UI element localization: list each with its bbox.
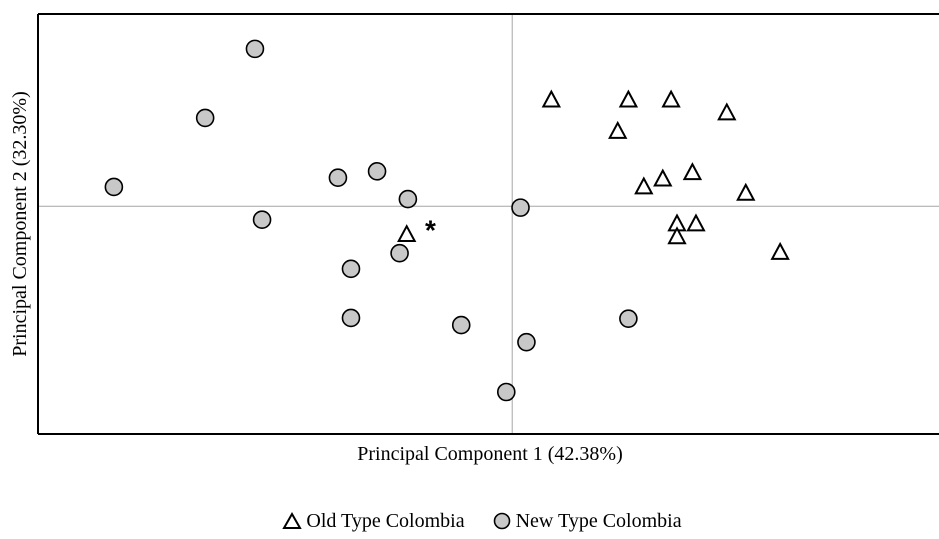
old-type-point-9	[736, 182, 756, 201]
x-axis-label: Principal Component 1 (42.38%)	[357, 443, 623, 465]
legend: Old Type Colombia New Type Colombia	[12, 503, 939, 539]
y-axis-label: Principal Component 2 (32.30%)	[9, 91, 31, 357]
old-type-point-8	[634, 176, 654, 195]
legend-item-new-type: New Type Colombia	[491, 510, 682, 533]
new-type-point-6	[398, 189, 418, 209]
annotations: *	[425, 215, 436, 246]
new-type-point-8	[252, 210, 272, 230]
new-type-point-14	[619, 309, 638, 328]
old-type-point-13	[770, 241, 790, 260]
old-type-point-1	[541, 89, 562, 108]
old-type-point-6	[682, 162, 703, 181]
circle-marker-icon	[493, 512, 510, 530]
old-type-point-4	[717, 102, 737, 121]
new-type-point-3	[104, 177, 124, 197]
new-type-point-13	[517, 332, 536, 352]
legend-label-old-type: Old Type Colombia	[306, 509, 465, 532]
data-points	[104, 39, 790, 402]
old-type-point-3	[661, 89, 681, 108]
old-type-point-12	[667, 226, 687, 245]
new-type-point-11	[341, 308, 361, 328]
new-type-point-9	[390, 243, 409, 263]
new-type-point-7	[511, 198, 530, 217]
old-type-point-7	[653, 168, 673, 187]
new-type-point-12	[451, 315, 471, 335]
new-type-point-10	[341, 259, 361, 279]
new-type-point-4	[328, 168, 348, 188]
triangle-marker-icon	[282, 511, 303, 529]
new-type-point-1	[245, 39, 265, 59]
new-type-point-5	[367, 162, 387, 181]
asterisk-annotation: *	[425, 215, 436, 246]
plot-area: *	[37, 13, 939, 435]
old-type-point-14	[397, 224, 417, 243]
new-type-point-2	[195, 108, 215, 128]
legend-label-new-type: New Type Colombia	[515, 509, 682, 532]
scatter-chart: * Principal Component 1 (42.38%) Princip…	[9, 13, 939, 465]
old-type-point-2	[618, 89, 639, 108]
old-type-point-5	[608, 120, 628, 139]
new-type-point-15	[496, 382, 516, 402]
legend-item-old-type: Old Type Colombia	[281, 509, 465, 533]
old-type-point-11	[686, 213, 706, 232]
